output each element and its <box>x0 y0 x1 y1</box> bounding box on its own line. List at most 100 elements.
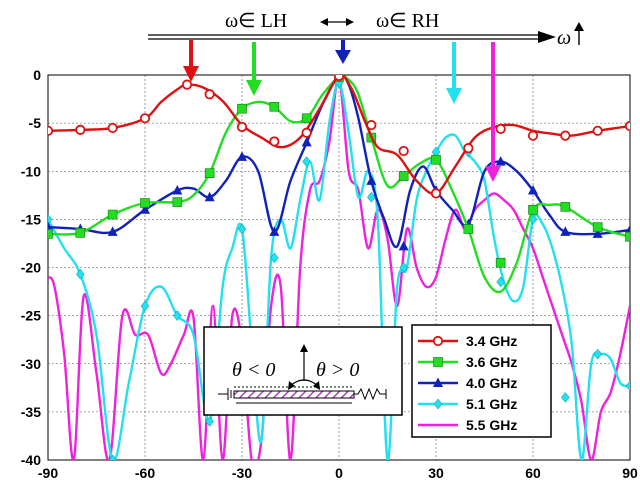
legend-marker <box>433 398 443 410</box>
data-point <box>560 130 571 141</box>
x-tick-label: 30 <box>428 465 444 481</box>
data-point <box>593 348 602 360</box>
data-point <box>237 151 247 161</box>
y-tick-label: -25 <box>21 308 41 324</box>
x-tick-label: -60 <box>135 465 155 481</box>
omega-header: ω∈ LH ω∈ RH ω <box>148 10 584 49</box>
data-point <box>108 454 117 460</box>
data-point <box>431 154 441 165</box>
lh-label: ω∈ LH <box>225 10 287 32</box>
transmission-line-icon <box>218 386 387 404</box>
data-point <box>367 191 376 203</box>
omega-arrow-head <box>538 31 556 43</box>
data-point <box>561 392 570 403</box>
series-line <box>48 75 630 195</box>
legend-label: 3.4 GHz <box>466 333 517 349</box>
data-point <box>527 130 539 141</box>
data-point <box>205 416 214 427</box>
up-arrow-icon <box>574 22 584 45</box>
data-point <box>624 120 630 132</box>
data-point <box>625 380 630 392</box>
data-point <box>496 276 505 288</box>
data-point <box>204 168 215 178</box>
x-tick-label: -90 <box>38 465 58 481</box>
data-point <box>75 124 86 135</box>
data-point <box>107 122 118 134</box>
data-point <box>560 202 571 212</box>
data-point <box>236 121 248 133</box>
data-point <box>592 222 603 232</box>
x-tick-label: 60 <box>525 465 541 481</box>
rh-label: ω∈ RH <box>376 10 439 32</box>
data-point <box>463 143 474 154</box>
data-point <box>269 136 280 147</box>
data-point <box>592 228 603 238</box>
data-point <box>560 226 571 236</box>
data-point <box>301 127 312 138</box>
y-tick-label: 0 <box>33 67 41 83</box>
legend-item: 5.1 GHz <box>418 396 517 412</box>
y-tick-label: -15 <box>21 211 41 227</box>
legend-item: 3.6 GHz <box>418 354 517 370</box>
data-point <box>140 300 150 312</box>
data-point <box>172 197 183 207</box>
data-point <box>398 145 409 157</box>
data-point <box>173 310 182 322</box>
data-point <box>592 125 603 136</box>
data-point <box>366 175 377 185</box>
data-point <box>270 252 279 264</box>
y-tick-label: -5 <box>29 115 42 131</box>
data-point <box>399 262 408 273</box>
data-point <box>302 156 311 168</box>
data-point <box>140 204 150 214</box>
data-point <box>48 229 53 239</box>
rotation-arrow-icon <box>288 344 320 390</box>
data-point <box>301 113 312 124</box>
data-point <box>48 213 53 225</box>
data-point <box>75 228 86 238</box>
legend-item: 5.5 GHz <box>418 417 517 433</box>
series-5-5-ghz <box>48 76 630 460</box>
series-layer <box>48 75 630 460</box>
series-line <box>48 76 630 460</box>
legend-label: 5.5 GHz <box>466 417 517 433</box>
data-point <box>495 123 506 134</box>
legend-item: 4.0 GHz <box>418 375 517 391</box>
data-point <box>528 185 538 195</box>
data-point <box>181 79 193 90</box>
legend-label: 5.1 GHz <box>466 396 517 412</box>
data-point <box>528 204 538 215</box>
legend-marker <box>432 335 444 347</box>
cyan-arrow-icon <box>446 42 462 104</box>
data-point <box>269 101 280 112</box>
data-point <box>625 231 630 242</box>
data-point <box>495 156 506 166</box>
data-point <box>204 89 215 100</box>
data-point <box>625 224 630 234</box>
data-point <box>139 113 151 124</box>
double-arrow-icon <box>320 18 354 26</box>
data-point <box>237 103 247 114</box>
data-point <box>140 198 150 208</box>
y-tick-label: -30 <box>21 356 41 372</box>
legend: 3.4 GHz 3.6 GHz 4.0 GHz 5.1 GHz 5.5 GHz <box>411 324 552 438</box>
green-arrow-icon <box>246 42 262 96</box>
data-point <box>107 226 118 236</box>
theta-negative-label: θ < 0 <box>232 359 275 381</box>
data-point <box>48 125 54 136</box>
series-line <box>48 75 630 294</box>
data-point <box>398 240 409 251</box>
blue-arrow-icon <box>335 40 351 64</box>
legend-label: 3.6 GHz <box>466 354 517 370</box>
data-point <box>366 119 377 131</box>
data-point <box>204 191 215 202</box>
tick-labels: -90 -60 -30 0 30 60 90 0 -5 -10 -15 -20 -25 -30 -35 -40 <box>21 67 638 481</box>
y-tick-label: -40 <box>21 452 41 468</box>
data-point <box>48 221 53 232</box>
data-point <box>398 171 409 181</box>
data-point <box>269 226 280 236</box>
x-tick-label: -30 <box>232 465 252 481</box>
data-point <box>430 188 442 199</box>
legend-item: 3.4 GHz <box>418 333 517 349</box>
x-tick-label: 90 <box>622 465 638 481</box>
